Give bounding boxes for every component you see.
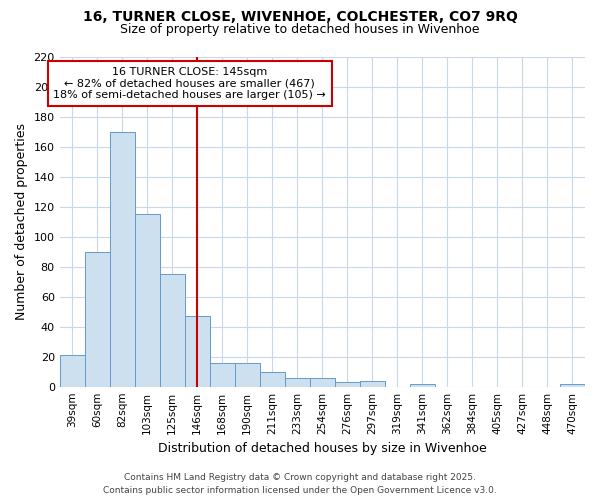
Text: Size of property relative to detached houses in Wivenhoe: Size of property relative to detached ho… — [120, 22, 480, 36]
Bar — [260, 372, 285, 386]
Bar — [360, 380, 385, 386]
Bar — [210, 362, 235, 386]
Bar — [59, 355, 85, 386]
Bar — [335, 382, 360, 386]
Bar — [310, 378, 335, 386]
Bar — [235, 362, 260, 386]
Bar — [285, 378, 310, 386]
Bar — [110, 132, 135, 386]
Bar — [85, 252, 110, 386]
Y-axis label: Number of detached properties: Number of detached properties — [15, 123, 28, 320]
Text: 16, TURNER CLOSE, WIVENHOE, COLCHESTER, CO7 9RQ: 16, TURNER CLOSE, WIVENHOE, COLCHESTER, … — [83, 10, 517, 24]
Bar — [560, 384, 585, 386]
Bar — [135, 214, 160, 386]
X-axis label: Distribution of detached houses by size in Wivenhoe: Distribution of detached houses by size … — [158, 442, 487, 455]
Bar — [160, 274, 185, 386]
Bar — [410, 384, 435, 386]
Text: 16 TURNER CLOSE: 145sqm
← 82% of detached houses are smaller (467)
18% of semi-d: 16 TURNER CLOSE: 145sqm ← 82% of detache… — [53, 67, 326, 100]
Text: Contains HM Land Registry data © Crown copyright and database right 2025.
Contai: Contains HM Land Registry data © Crown c… — [103, 474, 497, 495]
Bar — [185, 316, 210, 386]
